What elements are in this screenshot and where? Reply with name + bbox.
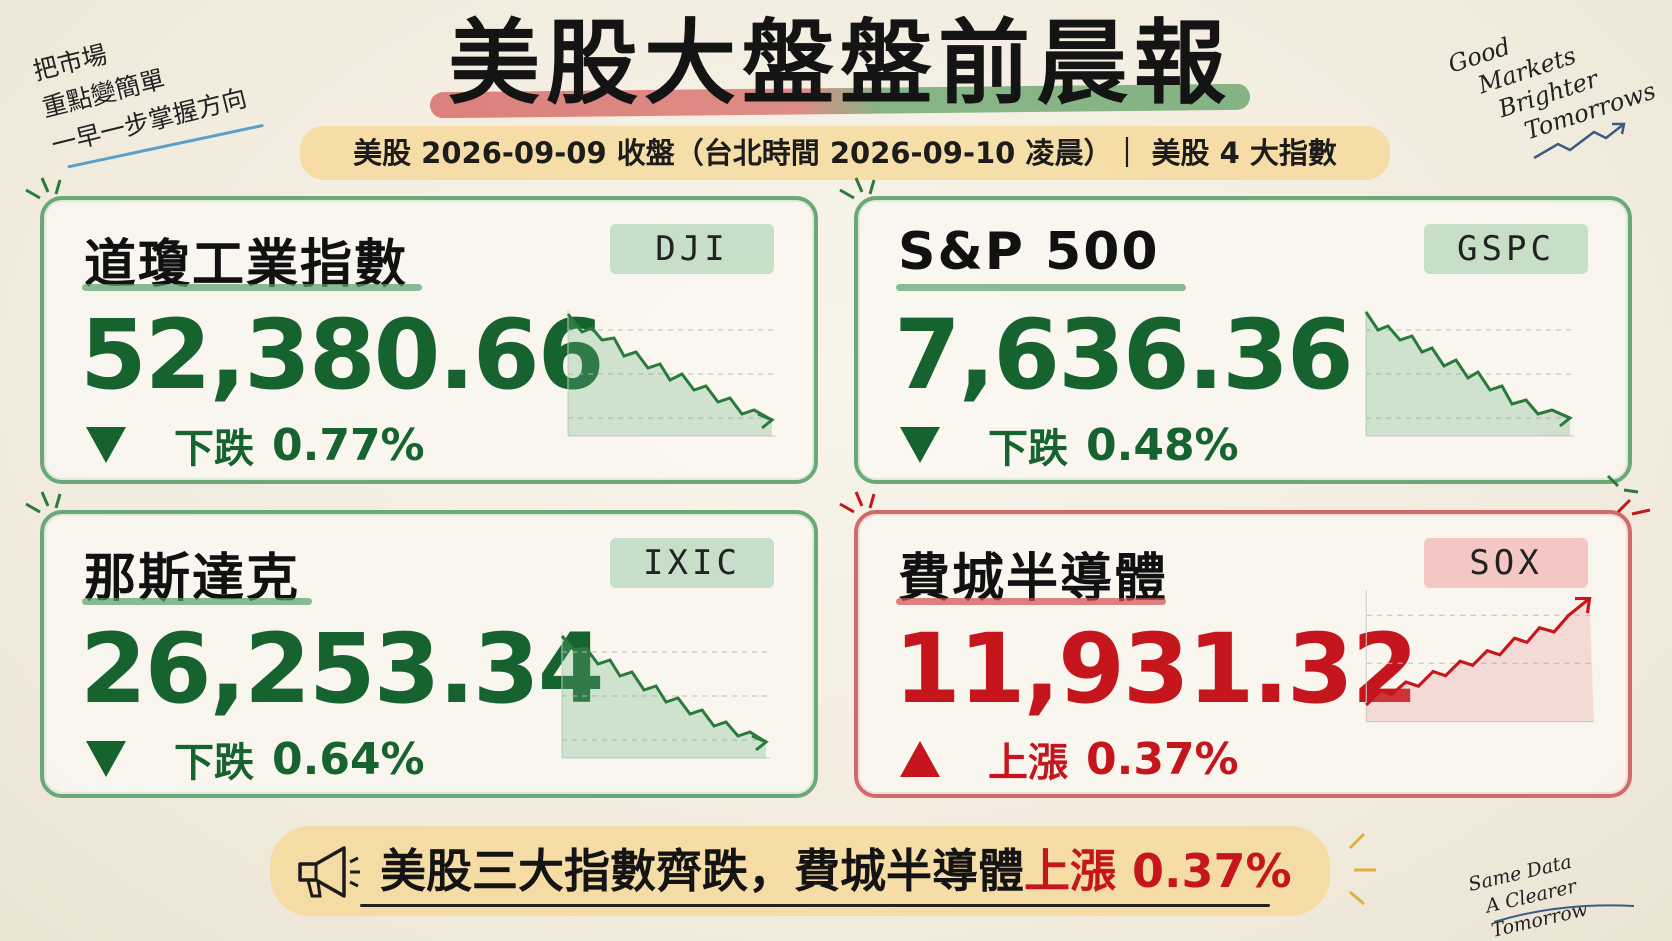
up-triangle-icon [900,741,940,777]
index-name-underline [82,284,422,291]
tagline-top-left: 把市場 重點變簡單 一早一步掌握方向 [29,5,264,169]
change-direction: 上漲 [988,740,1068,786]
sparkline-down [566,310,776,437]
down-triangle-icon [900,427,940,463]
index-value: 7,636.36 [894,299,1354,411]
ticker-badge: IXIC [610,538,774,588]
trend-arrow-doodle-icon [1533,122,1626,160]
down-triangle-icon [86,427,126,463]
index-change: 下跌 0.77% [84,419,425,472]
summary-text: 美股三大指數齊跌，費城半導體上漲 0.37% [380,826,1292,916]
accent-burst-icon [25,491,62,514]
index-change: 上漲 0.37% [898,733,1239,786]
index-name-underline [82,598,312,605]
ticker-badge: DJI [610,224,774,274]
index-value: 52,380.66 [80,299,605,411]
change-direction: 下跌 [174,426,254,472]
summary-highlight: 上漲 0.37% [1024,844,1292,898]
subtitle-banner: 美股 2026-09-09 收盤（台北時間 2026-09-10 凌晨）｜ 美股… [300,126,1390,180]
index-change: 下跌 0.64% [84,733,425,786]
accent-burst-icon [1348,832,1376,906]
index-card-sox: 費城半導體 SOX 11,931.32 上漲 0.37% [854,510,1632,798]
index-name-underline [896,598,1166,605]
change-percent: 0.64% [272,733,425,785]
change-percent: 0.37% [1086,733,1239,785]
index-value: 11,931.32 [894,613,1419,725]
change-percent: 0.77% [272,419,425,471]
index-change: 下跌 0.48% [898,419,1239,472]
ticker-badge: SOX [1424,538,1588,588]
sparkline-down [1364,310,1574,437]
index-card-ixic: 那斯達克 IXIC 26,253.34 下跌 0.64% [40,510,818,798]
accent-burst-icon [25,177,62,200]
ticker-badge: GSPC [1424,224,1588,274]
megaphone-icon [298,846,360,898]
summary-underline [360,904,1270,907]
accent-burst-icon [839,491,876,514]
index-card-dji: 道瓊工業指數 DJI 52,380.66 下跌 0.77% [40,196,818,484]
index-name: S&P 500 [898,222,1160,282]
sparkline-down [560,632,770,759]
accent-burst-icon [1606,474,1639,494]
index-card-gspc: S&P 500 GSPC 7,636.36 下跌 0.48% [854,196,1632,484]
page-subtitle: 美股 2026-09-09 收盤（台北時間 2026-09-10 凌晨）｜ 美股… [353,136,1337,170]
underline-doodle [1493,904,1635,923]
accent-burst-icon [839,177,876,200]
accent-burst-icon [1616,498,1651,516]
summary-banner: 美股三大指數齊跌，費城半導體上漲 0.37% [270,826,1330,916]
down-triangle-icon [86,741,126,777]
change-direction: 下跌 [988,426,1068,472]
summary-main: 美股三大指數齊跌，費城半導體 [380,844,1024,898]
index-value: 26,253.34 [80,613,605,725]
change-percent: 0.48% [1086,419,1239,471]
title-block: 美股大盤盤前晨報 [420,8,1260,120]
sparkline-up [1365,590,1594,723]
page-title: 美股大盤盤前晨報 [447,10,1232,117]
index-name-underline [896,284,1186,291]
change-direction: 下跌 [174,740,254,786]
